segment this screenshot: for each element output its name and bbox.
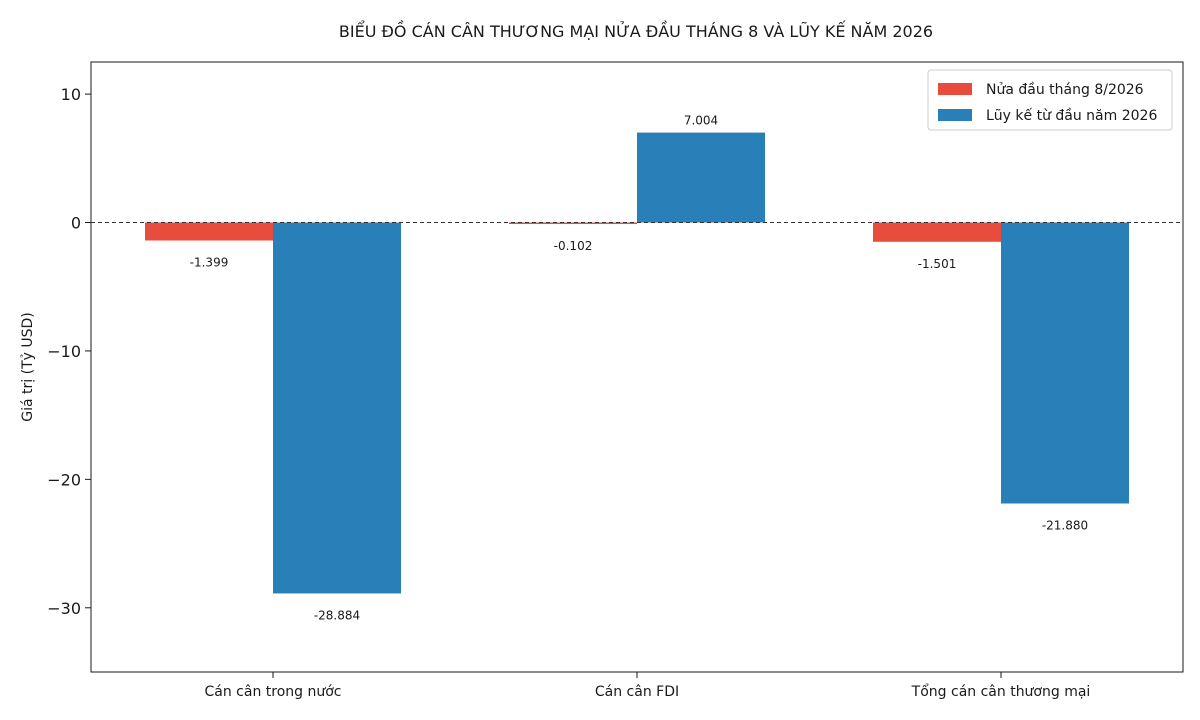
data-label: -1.399 <box>190 255 229 269</box>
chart-title: BIỂU ĐỒ CÁN CÂN THƯƠNG MẠI NỬA ĐẦU THÁNG… <box>339 20 933 41</box>
legend-label: Lũy kế từ đầu năm 2026 <box>986 107 1157 124</box>
data-label: -28.884 <box>314 608 360 622</box>
x-tick-label: Cán cân FDI <box>595 684 679 700</box>
bar <box>509 222 637 225</box>
data-label: -0.102 <box>554 239 593 253</box>
bar <box>1001 222 1129 504</box>
y-tick-label: −30 <box>47 599 81 618</box>
y-tick-label: −10 <box>47 342 81 361</box>
x-tick-label: Tổng cán cân thương mại <box>911 683 1091 700</box>
bar <box>873 222 1001 242</box>
legend-label: Nửa đầu tháng 8/2026 <box>986 82 1144 98</box>
bar <box>637 132 765 223</box>
y-tick-label: −20 <box>47 470 81 489</box>
data-label: -1.501 <box>918 257 957 271</box>
legend: Nửa đầu tháng 8/2026 Lũy kế từ đầu năm 20… <box>927 69 1173 131</box>
y-tick-label: 10 <box>61 85 81 104</box>
data-label: 7.004 <box>684 114 718 128</box>
y-tick-label: 0 <box>71 214 81 233</box>
y-axis-label: Giá trị (Tỷ USD) <box>20 312 36 421</box>
legend-swatch <box>938 83 972 95</box>
x-tick-label: Cán cân trong nước <box>205 684 342 700</box>
legend-swatch <box>938 109 972 121</box>
bar <box>273 222 401 594</box>
data-label: -21.880 <box>1042 519 1088 533</box>
legend-box <box>927 69 1173 131</box>
bar <box>145 222 273 241</box>
